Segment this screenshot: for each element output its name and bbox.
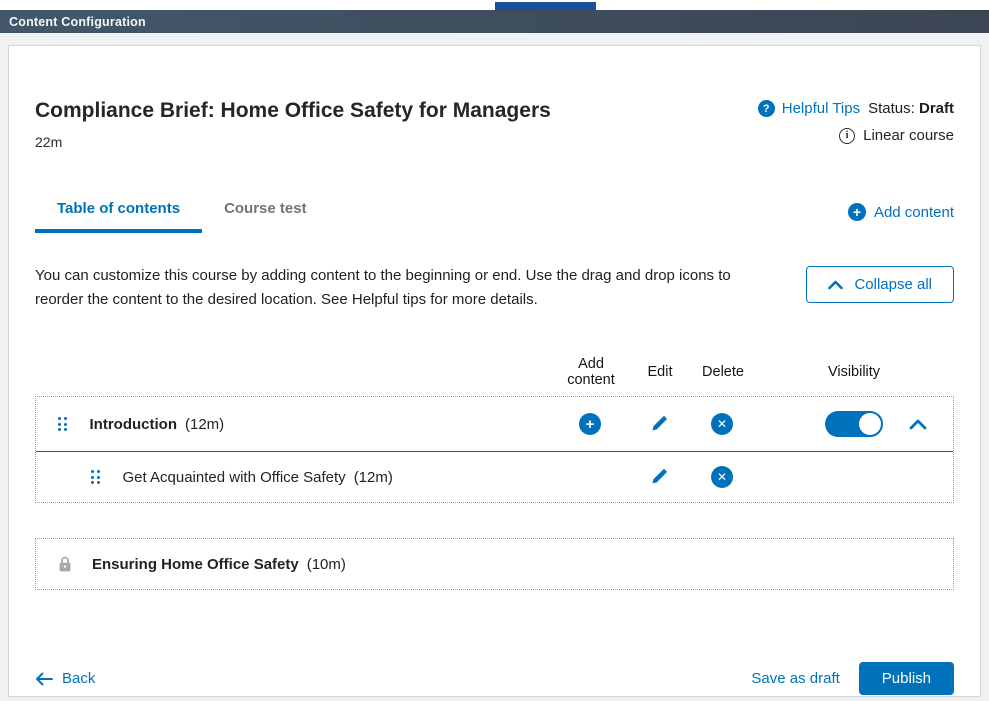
column-headers: Add content Edit Delete Visibility bbox=[35, 356, 954, 396]
chevron-up-icon bbox=[828, 280, 844, 290]
add-content-button[interactable]: + Add content bbox=[847, 203, 954, 222]
page-title: Compliance Brief: Home Office Safety for… bbox=[35, 99, 551, 122]
add-content-label: Add content bbox=[873, 203, 954, 221]
back-label: Back bbox=[62, 670, 96, 688]
course-duration: 22m bbox=[35, 134, 63, 151]
status-text: Status: Draft bbox=[868, 100, 954, 117]
back-button[interactable]: Back bbox=[35, 670, 95, 687]
helpful-tips-label: Helpful Tips bbox=[781, 100, 861, 117]
meta-row-bottom: i Linear course bbox=[839, 127, 954, 144]
info-icon: i bbox=[839, 127, 856, 144]
collapse-all-label: Collapse all bbox=[854, 276, 932, 294]
row-duration: (10m) bbox=[306, 555, 346, 573]
column-header-edit: Edit bbox=[647, 364, 673, 381]
delete-icon-button[interactable]: ✕ bbox=[711, 413, 733, 436]
header-bar: Content Configuration bbox=[0, 10, 989, 33]
question-icon: ? bbox=[757, 100, 775, 117]
meta-row-top: ? Helpful Tips Status: Draft bbox=[757, 100, 954, 117]
tab-table-of-contents[interactable]: Table of contents bbox=[35, 200, 203, 234]
content-group-introduction: Introduction (12m) + ✕ bbox=[35, 396, 954, 504]
meta-block: ? Helpful Tips Status: Draft i Linear co… bbox=[757, 100, 954, 144]
helpful-tips-link[interactable]: ? Helpful Tips bbox=[757, 100, 861, 117]
edit-icon-button[interactable] bbox=[650, 468, 668, 486]
row-title: Ensuring Home Office Safety bbox=[92, 555, 299, 573]
add-content-icon-button[interactable]: + bbox=[579, 413, 601, 436]
footer-actions: Save as draft Publish bbox=[751, 662, 954, 696]
column-header-delete: Delete bbox=[702, 364, 744, 381]
save-as-draft-button[interactable]: Save as draft bbox=[751, 670, 840, 688]
content-group-ensuring: Ensuring Home Office Safety (10m) bbox=[35, 538, 954, 591]
table-row-introduction: Introduction (12m) + ✕ bbox=[36, 397, 953, 451]
panel-header: Compliance Brief: Home Office Safety for… bbox=[35, 98, 954, 150]
collapse-all-button[interactable]: Collapse all bbox=[806, 266, 954, 304]
status-label: Status: bbox=[868, 100, 915, 117]
row-title: Get Acquainted with Office Safety bbox=[122, 468, 346, 486]
row-duration: (12m) bbox=[184, 415, 225, 433]
content-configuration-panel: Compliance Brief: Home Office Safety for… bbox=[8, 45, 981, 697]
drag-handle-icon[interactable] bbox=[58, 417, 67, 432]
header-bar-title: Content Configuration bbox=[9, 14, 146, 29]
description-row: You can customize this course by adding … bbox=[35, 264, 954, 312]
toggle-knob bbox=[856, 411, 883, 438]
table-row-ensuring: Ensuring Home Office Safety (10m) bbox=[36, 539, 953, 589]
visibility-toggle[interactable] bbox=[824, 411, 883, 438]
tabs-bar: Table of contents Course test + Add cont… bbox=[35, 200, 954, 234]
delete-icon-button[interactable]: ✕ bbox=[711, 466, 733, 489]
tab-course-test[interactable]: Course test bbox=[224, 200, 307, 218]
collapse-row-button[interactable] bbox=[909, 419, 927, 430]
publish-button[interactable]: Publish bbox=[858, 662, 954, 696]
lock-icon bbox=[58, 556, 72, 573]
row-title: Introduction bbox=[89, 415, 177, 433]
description-text: You can customize this course by adding … bbox=[35, 267, 731, 309]
tabs: Table of contents Course test bbox=[35, 200, 329, 234]
drag-handle-icon[interactable] bbox=[91, 470, 100, 485]
footer: Back Save as draft Publish bbox=[35, 662, 954, 696]
table-row-get-acquainted: Get Acquainted with Office Safety (12m) … bbox=[36, 451, 953, 502]
column-header-add-content: Add content bbox=[567, 356, 615, 389]
row-duration: (12m) bbox=[353, 468, 393, 486]
title-block: Compliance Brief: Home Office Safety for… bbox=[35, 98, 551, 150]
top-strip bbox=[0, 0, 989, 10]
edit-icon-button[interactable] bbox=[650, 415, 668, 433]
column-header-visibility: Visibility bbox=[827, 364, 881, 381]
course-type-label: Linear course bbox=[863, 127, 954, 144]
status-value: Draft bbox=[918, 100, 954, 117]
plus-circle-icon: + bbox=[847, 203, 866, 222]
top-tab-indicator bbox=[495, 2, 596, 10]
arrow-left-icon bbox=[35, 672, 53, 686]
